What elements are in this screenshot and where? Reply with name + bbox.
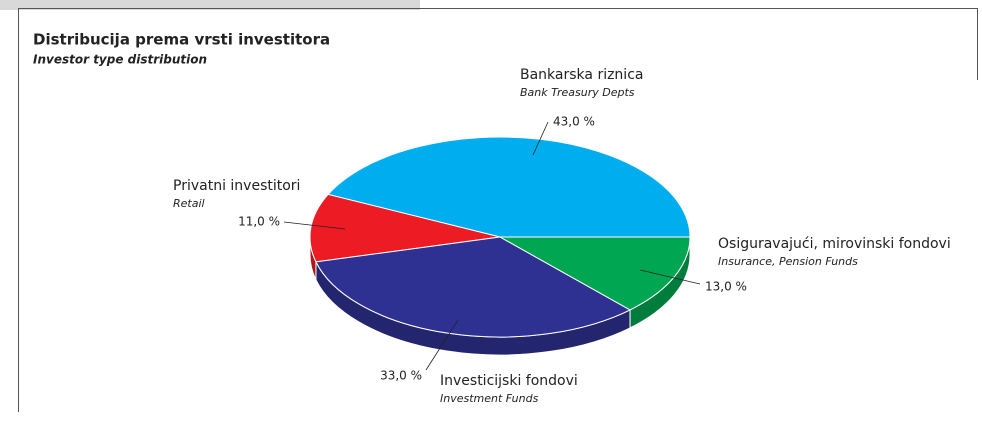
category-label: Bankarska riznica [520, 67, 643, 83]
leader-line [425, 319, 459, 371]
category-label: Privatni investitori [173, 178, 300, 194]
category-sublabel: Bank Treasury Depts [520, 86, 635, 99]
category-label: Investicijski fondovi [440, 373, 578, 389]
value-label: 11,0 % [238, 215, 280, 229]
pie-slice [309, 193, 501, 263]
value-label: 33,0 % [380, 369, 422, 383]
category-label: Osiguravajući, mirovinski fondovi [718, 236, 951, 252]
category-sublabel: Retail [173, 197, 205, 210]
category-sublabel: Insurance, Pension Funds [718, 255, 858, 268]
chart-subtitle: Investor type distribution [33, 53, 207, 67]
chart-title: Distribucija prema vrsti investitora [33, 31, 330, 49]
header-bar [0, 0, 420, 10]
leader-line [283, 221, 346, 230]
leader-line [532, 121, 549, 156]
value-label: 13,0 % [705, 280, 747, 294]
category-sublabel: Investment Funds [440, 392, 539, 405]
pie-slice [498, 236, 691, 311]
pie-slice [315, 236, 632, 338]
leader-line [639, 269, 701, 285]
value-label: 43,0 % [553, 115, 595, 129]
pie-slice [327, 136, 691, 238]
